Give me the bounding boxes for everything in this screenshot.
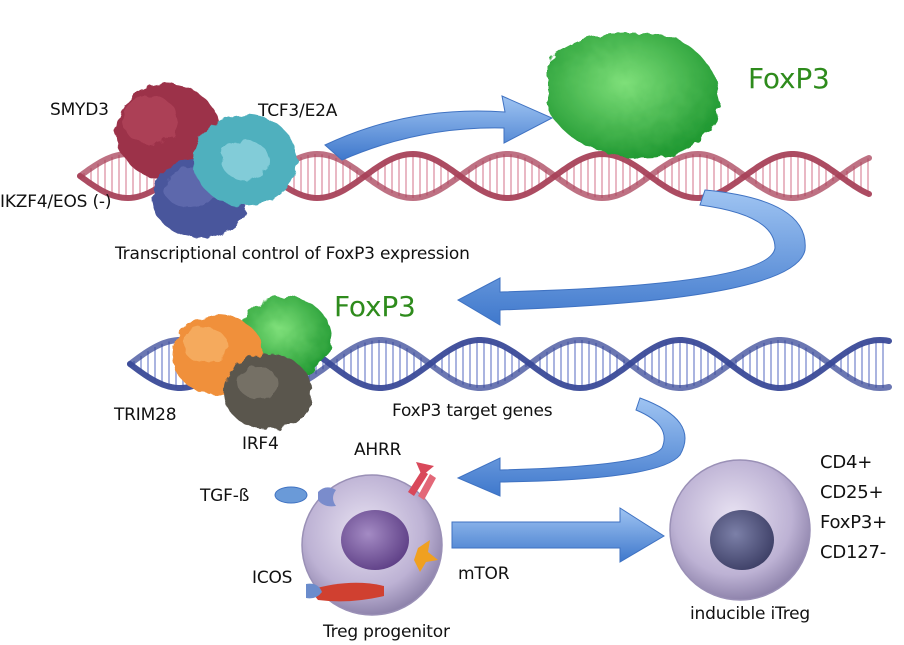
mtor-molecule [414, 540, 438, 572]
tgfb-ligand [274, 486, 308, 504]
marker-cd127: CD127- [820, 542, 887, 563]
marker-cd4: CD4+ [820, 452, 873, 473]
label-ikzf4-eos: IKZF4/EOS (-) [0, 192, 112, 212]
label-mtor: mTOR [458, 564, 510, 584]
arrow-to-itreg [451, 507, 665, 563]
icos-ligand [306, 583, 322, 599]
arrow-up-to-foxp3 [324, 95, 554, 161]
foxp3-protein-top [548, 32, 720, 159]
marker-cd25: CD25+ [820, 482, 884, 503]
tgfb-receptor [318, 487, 336, 507]
label-ahrr: AHRR [354, 440, 402, 460]
ahrr-receptor [408, 462, 436, 500]
label-transcriptional-control: Transcriptional control of FoxP3 express… [115, 244, 470, 264]
arrow-curve-to-progenitor [456, 397, 686, 497]
label-trim28: TRIM28 [114, 405, 177, 425]
label-inducible-itreg: inducible iTreg [690, 604, 810, 624]
label-icos: ICOS [252, 568, 293, 588]
label-tcf3-e2a: TCF3/E2A [258, 101, 338, 121]
label-foxp3-top: FoxP3 [748, 62, 830, 95]
irf4-protein [224, 354, 312, 430]
arrow-curve-to-middle [456, 189, 806, 326]
label-irf4: IRF4 [242, 434, 279, 454]
treg-progenitor-cell [301, 474, 443, 616]
inducible-itreg-cell [669, 459, 811, 601]
label-treg-progenitor: Treg progenitor [323, 622, 450, 642]
marker-foxp3: FoxP3+ [820, 512, 888, 533]
label-foxp3-middle: FoxP3 [334, 290, 416, 323]
label-tgfb: TGF-ß [200, 486, 250, 506]
tcf3-e2a-protein [193, 114, 297, 206]
label-foxp3-target-genes: FoxP3 target genes [392, 401, 553, 421]
label-smyd3: SMYD3 [50, 100, 109, 120]
icos-receptor [310, 582, 384, 602]
